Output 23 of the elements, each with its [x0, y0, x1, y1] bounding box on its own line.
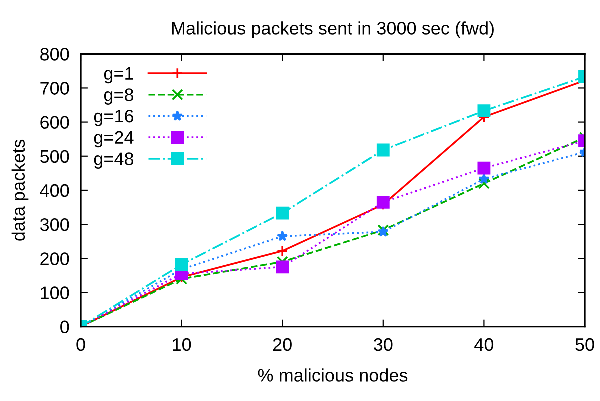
- x-tick-label: 50: [576, 338, 594, 352]
- x-axis-title: % malicious nodes: [258, 368, 408, 382]
- x-tick-label: 40: [474, 338, 494, 352]
- legend-label: g=24: [94, 131, 134, 148]
- y-tick-label: 700: [40, 82, 70, 95]
- y-tick-label: 200: [40, 252, 70, 266]
- x-tick-label: 10: [173, 338, 192, 352]
- x-tick-label: 20: [273, 338, 292, 352]
- legend-label: g=1: [104, 67, 134, 84]
- x-tick-label: 0: [76, 338, 86, 352]
- y-tick-label: 300: [40, 218, 70, 232]
- chart-title: Malicious packets sent in 3000 sec (fwd): [172, 22, 494, 38]
- y-tick-label: 100: [41, 286, 70, 300]
- y-axis-title: data packets: [12, 140, 29, 241]
- y-tick-label: 800: [40, 48, 70, 61]
- legend-label: g=16: [94, 110, 134, 126]
- y-tick-label: 0: [60, 320, 70, 334]
- legend-label: g=48: [94, 152, 134, 169]
- legend-label: g=8: [104, 88, 134, 105]
- x-tick-label: 30: [374, 338, 393, 352]
- y-tick-label: 400: [40, 184, 70, 198]
- y-tick-label: 500: [40, 150, 70, 164]
- y-tick-label: 600: [40, 116, 70, 130]
